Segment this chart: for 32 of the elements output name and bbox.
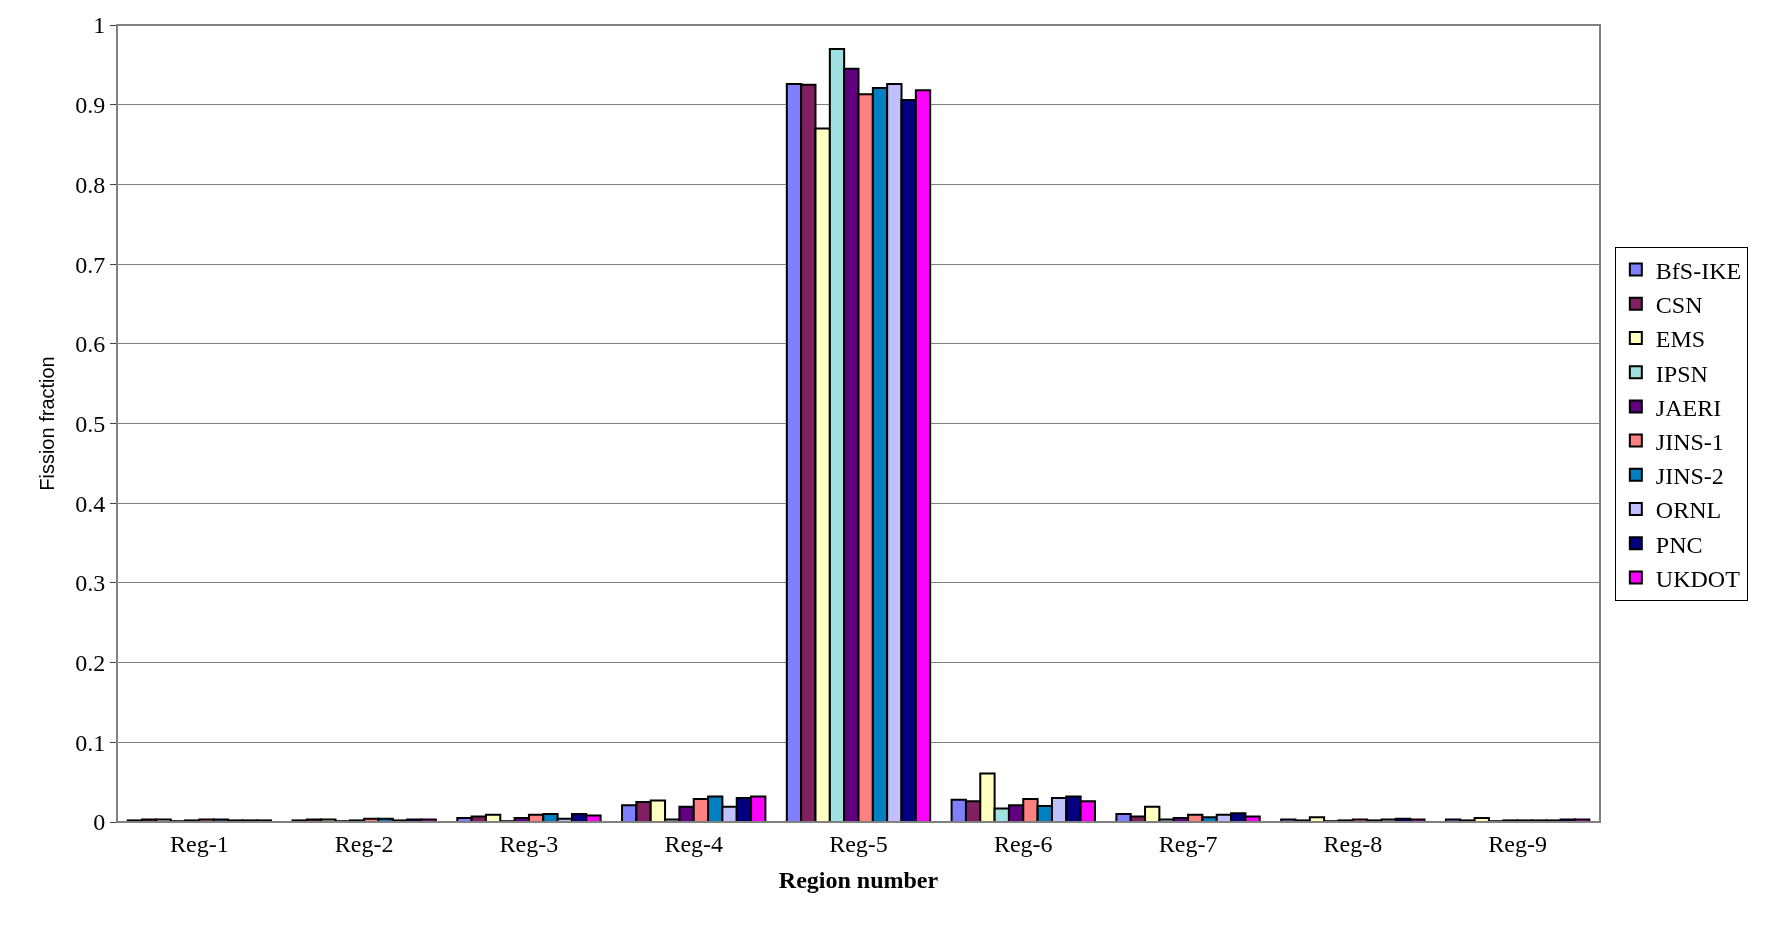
x-tick-label: Reg-7 [1158, 830, 1218, 857]
y-tick-label: 0.5 [75, 410, 106, 437]
y-tick-label: 0.3 [75, 570, 106, 597]
legend-label: CSN [1655, 292, 1703, 319]
legend-label: JINS-2 [1655, 463, 1724, 490]
x-tick-label: Reg-3 [499, 830, 559, 857]
legend-label: JINS-1 [1655, 428, 1724, 455]
x-tick-label: Reg-4 [664, 830, 724, 857]
legend-label: BfS-IKE [1655, 257, 1742, 284]
x-tick-label: Reg-2 [334, 830, 394, 857]
y-tick-label: 0.6 [75, 331, 106, 358]
x-tick-label: Reg-8 [1323, 830, 1383, 857]
x-tick-label: Reg-1 [170, 830, 229, 857]
x-axis-title: Region number [778, 867, 939, 894]
legend-label: EMS [1655, 326, 1706, 353]
x-tick-label: Reg-6 [993, 830, 1053, 857]
x-tick-label: Reg-5 [829, 830, 888, 857]
legend-label: UKDOT [1655, 565, 1741, 592]
y-tick-label: 0.8 [75, 171, 106, 198]
legend-label: IPSN [1655, 360, 1708, 387]
legend-label: PNC [1655, 531, 1703, 558]
legend-label: JAERI [1655, 394, 1722, 421]
x-tick-label: Reg-9 [1488, 830, 1547, 857]
y-tick-label: 0.9 [75, 92, 106, 119]
y-tick-label: 1 [93, 12, 106, 39]
y-tick-label: 0.1 [75, 729, 106, 756]
y-tick-label: 0 [93, 809, 106, 836]
y-tick-label: 0.4 [75, 490, 106, 517]
y-tick-label: 0.7 [75, 251, 106, 278]
legend-label: ORNL [1655, 497, 1722, 524]
y-tick-label: 0.2 [75, 650, 106, 676]
y-axis-title: Fission fraction [35, 356, 58, 491]
